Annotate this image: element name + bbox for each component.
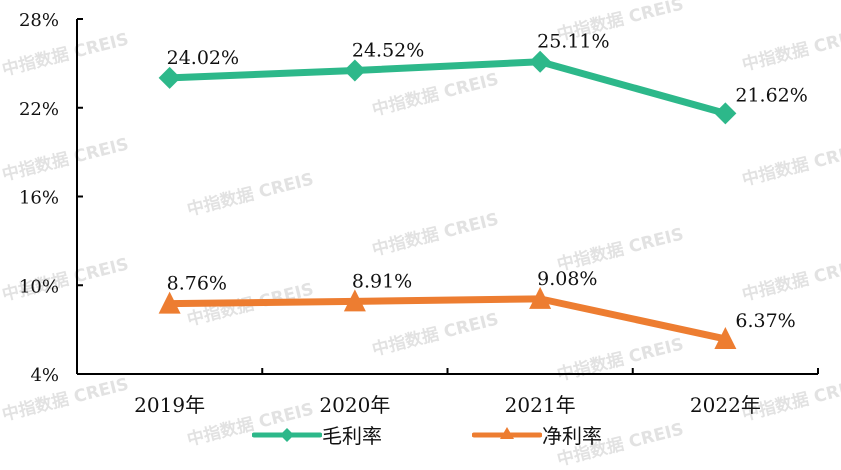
data-label: 8.76%	[167, 273, 227, 295]
diamond-marker-icon[interactable]	[529, 50, 552, 73]
y-tick-label: 28%	[19, 10, 59, 31]
legend-diamond-marker-icon	[252, 427, 322, 442]
diamond-marker-icon[interactable]	[343, 59, 366, 82]
series-gross-margin: 24.02% 24.52% 25.11% 21.62%	[158, 31, 808, 125]
series-net-margin: 8.76% 8.91% 9.08% 6.37%	[158, 268, 796, 349]
line-chart: 4% 10% 16% 22% 28% 2019年 2020年 2021年 2022年 24.02%…	[19, 10, 819, 417]
triangle-marker-icon[interactable]	[714, 326, 737, 349]
data-label: 6.37%	[735, 310, 795, 332]
data-label: 9.08%	[537, 268, 597, 290]
data-label: 21.62%	[735, 84, 807, 106]
series-line	[166, 295, 729, 343]
x-tick-label: 2019年	[134, 393, 205, 417]
y-tick-label: 4%	[30, 365, 59, 386]
x-tick-label: 2022年	[690, 393, 761, 417]
data-label: 8.91%	[352, 270, 412, 292]
series-line	[166, 58, 729, 117]
legend-item-net-margin[interactable]: 净利率	[472, 420, 602, 449]
data-label: 24.52%	[352, 39, 424, 61]
x-tick-label: 2021年	[505, 393, 576, 417]
legend-label: 毛利率	[322, 424, 382, 448]
x-tick-label: 2020年	[319, 393, 390, 417]
triangle-marker-icon[interactable]	[158, 291, 181, 314]
triangle-marker-icon[interactable]	[343, 289, 366, 312]
diamond-marker-icon[interactable]	[158, 66, 181, 89]
data-label: 25.11%	[537, 31, 609, 53]
triangle-marker-icon[interactable]	[529, 286, 552, 309]
y-tick-label: 16%	[19, 188, 59, 209]
legend: 毛利率 净利率	[0, 420, 841, 448]
y-tick-label: 22%	[19, 99, 59, 120]
legend-label: 净利率	[542, 424, 602, 448]
legend-triangle-marker-icon	[472, 426, 542, 439]
diamond-marker-icon[interactable]	[714, 102, 737, 125]
y-tick-label: 10%	[19, 276, 59, 297]
legend-item-gross-margin[interactable]: 毛利率	[252, 420, 382, 449]
data-label: 24.02%	[167, 47, 239, 69]
